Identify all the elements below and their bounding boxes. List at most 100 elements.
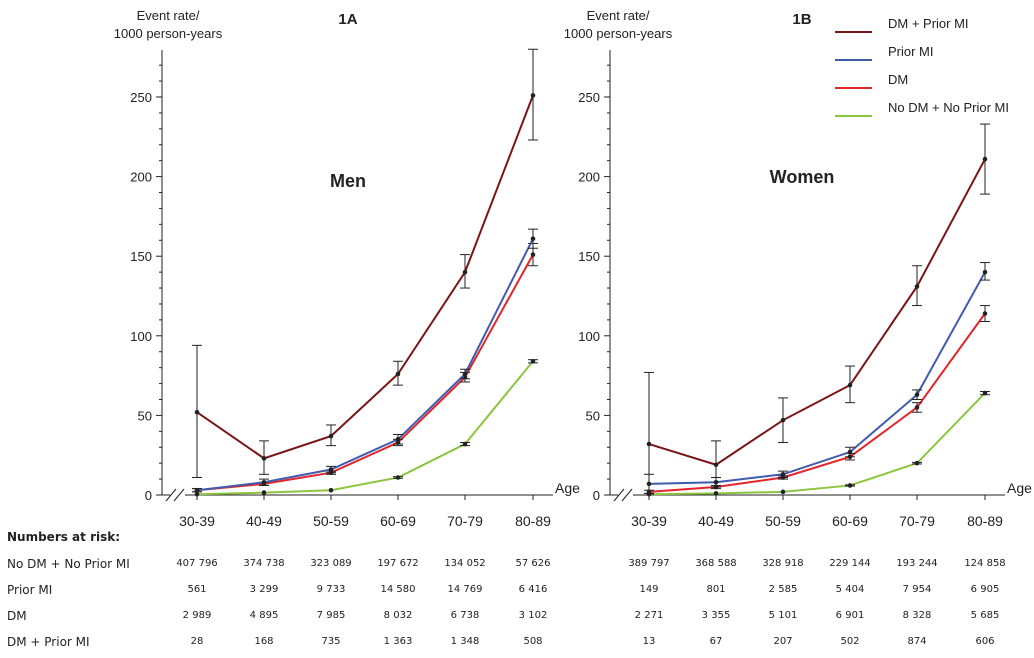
risk-value-men: 9 733 [316,584,346,595]
risk-value-women: 874 [907,636,927,647]
x-tick-label: 30-39 [631,513,667,529]
risk-row-label: Prior MI [7,583,53,597]
risk-row: No DM + No Prior MI 407 796 374 738 323 089… [0,557,1034,573]
axis-break-mark [165,488,177,502]
y-tick-label: 100 [578,329,600,344]
risk-value-women: 229 144 [829,558,871,569]
data-point [914,460,920,466]
x-axis-label: Age [1007,480,1032,496]
series-dm [644,305,990,495]
risk-value-men: 14 580 [380,584,416,595]
data-point [261,479,267,485]
y-tick-label: 200 [130,170,152,185]
y-axis-label: Event rate/ [137,8,200,23]
data-point [847,483,853,488]
risk-value-men: 7 985 [316,610,346,621]
legend-entry: DM [888,72,908,87]
x-tick-label: 60-69 [832,513,868,529]
series-line [648,312,986,493]
data-point [847,449,853,455]
data-point [982,269,988,275]
axis-break-mark [621,488,633,502]
risk-row: Prior MI 561 3 299 9 733 14 580 14 769 6 416 14… [0,583,1034,599]
risk-value-women: 7 954 [902,584,932,595]
data-point [328,433,334,439]
risk-value-women: 389 797 [628,558,670,569]
data-point [395,475,401,480]
risk-value-men: 735 [321,636,341,647]
legend-entry: Prior MI [888,44,934,59]
x-tick-label: 50-59 [765,513,801,529]
data-point [462,371,468,377]
chart-panel-1a: 0 50 100 150 200 250 Event rate/1000 person-ye… [114,8,580,529]
risk-value-men: 374 738 [243,558,285,569]
y-axis-label: 1000 person-years [114,26,223,41]
x-tick-label: 40-49 [698,513,734,529]
series-line [648,392,986,496]
risk-value-men: 134 052 [444,558,486,569]
data-point [780,489,786,495]
risk-value-men: 1 348 [450,636,480,647]
y-tick-label: 50 [138,408,152,423]
risk-value-men: 4 895 [249,610,279,621]
y-tick-label: 0 [145,488,152,503]
data-point [530,236,536,241]
chart-panel-1b: 0 50 100 150 200 250 Event rate/1000 person-ye… [564,8,1032,529]
series-line [196,238,534,492]
risk-value-women: 13 [642,636,656,647]
risk-value-men: 28 [190,636,204,647]
y-tick-label: 150 [130,249,152,264]
y-axis-label: Event rate/ [587,8,650,23]
series-dm-prior-mi [192,48,538,478]
x-tick-label: 30-39 [179,513,215,529]
risk-value-women: 5 101 [768,610,798,621]
risk-value-women: 149 [639,584,659,595]
data-point [847,382,853,388]
risk-value-men: 3 102 [518,610,548,621]
data-point [194,487,200,493]
risk-value-men: 57 626 [515,558,551,569]
risk-value-women: 5 404 [835,584,865,595]
risk-value-women: 207 [773,636,793,647]
risk-value-women: 67 [709,636,723,647]
series-no-dm-no-prior-mi [194,358,538,497]
risk-value-men: 508 [523,636,543,647]
series-line [196,95,534,460]
numbers-at-risk-title: Numbers at risk: [7,530,121,544]
series-line [648,271,986,485]
data-point [914,284,920,289]
data-point [462,441,468,447]
risk-row: DM + Prior MI 28 168 735 1 363 1 348 508 13 67 20… [0,635,1034,651]
data-point [646,441,652,447]
data-point [982,390,988,396]
x-tick-label: 50-59 [313,513,349,529]
risk-value-women: 8 328 [902,610,932,621]
legend: DM + Prior MI Prior MI DM No DM + No Prior … [835,16,1009,117]
series-line [196,254,534,492]
risk-row-label: DM [7,609,27,623]
series-dm-prior-mi [644,123,990,496]
y-tick-label: 250 [578,90,600,105]
risk-value-men: 2 989 [182,610,212,621]
x-tick-label: 70-79 [899,513,935,529]
y-tick-label: 150 [578,249,600,264]
data-point [194,491,200,497]
data-point [261,490,267,495]
risk-value-women: 3 355 [701,610,731,621]
x-axis-label: Age [555,480,580,496]
data-point [914,392,920,398]
risk-row-label: DM + Prior MI [7,635,90,649]
data-point [462,269,468,275]
data-point [713,462,719,468]
data-point [328,467,334,472]
risk-value-women: 606 [975,636,995,647]
panel-subtitle: Women [770,167,835,187]
risk-value-men: 1 363 [383,636,413,647]
x-tick-label: 80-89 [967,513,1003,529]
risk-value-men: 407 796 [176,558,218,569]
series-line [196,360,534,496]
data-point [530,358,536,364]
series-prior-mi [192,228,538,493]
x-tick-label: 80-89 [515,513,551,529]
x-tick-label: 70-79 [447,513,483,529]
